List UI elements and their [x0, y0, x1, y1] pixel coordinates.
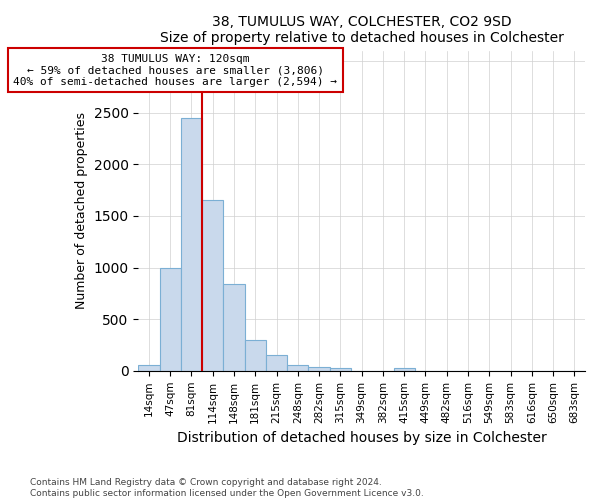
Bar: [394, 368, 415, 371]
Bar: [223, 284, 245, 371]
Text: 38 TUMULUS WAY: 120sqm
← 59% of detached houses are smaller (3,806)
40% of semi-: 38 TUMULUS WAY: 120sqm ← 59% of detached…: [13, 54, 337, 87]
Bar: [287, 365, 308, 371]
Bar: [181, 118, 202, 371]
Text: Contains HM Land Registry data © Crown copyright and database right 2024.
Contai: Contains HM Land Registry data © Crown c…: [30, 478, 424, 498]
Bar: [266, 356, 287, 371]
Title: 38, TUMULUS WAY, COLCHESTER, CO2 9SD
Size of property relative to detached house: 38, TUMULUS WAY, COLCHESTER, CO2 9SD Siz…: [160, 15, 563, 45]
X-axis label: Distribution of detached houses by size in Colchester: Distribution of detached houses by size …: [177, 431, 547, 445]
Y-axis label: Number of detached properties: Number of detached properties: [75, 112, 88, 309]
Bar: [202, 200, 223, 371]
Bar: [160, 268, 181, 371]
Bar: [330, 368, 351, 371]
Bar: [138, 365, 160, 371]
Bar: [245, 340, 266, 371]
Bar: [308, 367, 330, 371]
